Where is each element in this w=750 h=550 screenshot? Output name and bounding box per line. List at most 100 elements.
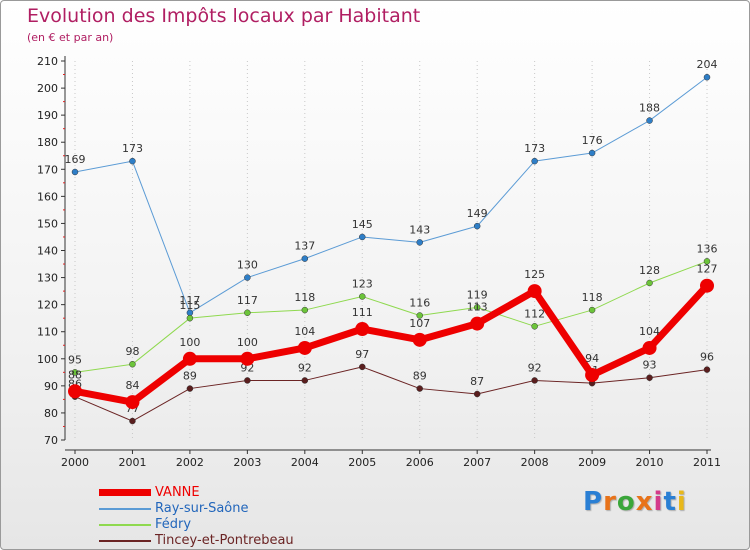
- data-label: 92: [528, 361, 542, 374]
- y-tick-label: 90: [44, 380, 58, 393]
- data-point: [527, 284, 542, 299]
- data-label: 115: [179, 299, 200, 312]
- data-label: 117: [237, 294, 258, 307]
- data-point: [416, 239, 423, 246]
- data-label: 130: [237, 259, 258, 272]
- x-tick-label: 2006: [406, 456, 434, 469]
- y-tick-label: 110: [37, 326, 58, 339]
- data-label: 113: [467, 301, 488, 314]
- data-point: [588, 149, 596, 157]
- data-label: 176: [582, 134, 603, 147]
- x-tick-label: 2009: [578, 456, 606, 469]
- x-tick-label: 2007: [463, 456, 491, 469]
- data-point: [68, 384, 82, 399]
- data-label: 204: [697, 58, 718, 71]
- data-point: [182, 351, 197, 366]
- legend-swatch: [99, 540, 151, 542]
- data-point: [301, 255, 309, 262]
- data-label: 111: [352, 306, 373, 319]
- data-point: [531, 323, 538, 330]
- data-point: [71, 369, 79, 376]
- data-point: [297, 340, 312, 355]
- x-tick-label: 2001: [118, 456, 146, 469]
- logo-letter: P: [583, 487, 604, 517]
- x-tick-label: 2002: [176, 456, 204, 469]
- data-label: 173: [524, 142, 545, 155]
- data-point: [588, 306, 596, 314]
- series-line: [74, 260, 708, 373]
- data-point: [240, 351, 255, 366]
- data-label: 92: [298, 361, 312, 374]
- data-label: 119: [467, 288, 488, 301]
- data-point: [359, 293, 366, 300]
- data-label: 127: [697, 263, 718, 276]
- y-tick-label: 160: [37, 190, 58, 203]
- data-point: [301, 377, 309, 384]
- chart-title: Evolution des Impôts locaux par Habitant: [27, 5, 421, 27]
- data-label: 104: [639, 325, 660, 338]
- data-label: 112: [524, 307, 545, 320]
- data-point: [703, 366, 711, 373]
- logo-letter: t: [663, 487, 677, 517]
- logo-letter: i: [653, 487, 664, 517]
- data-label: 89: [183, 370, 197, 383]
- x-tick-label: 2004: [291, 456, 319, 469]
- data-point: [531, 157, 538, 165]
- data-point: [416, 385, 423, 392]
- y-tick-label: 130: [37, 272, 58, 285]
- chart-subtitle: (en € et par an): [27, 31, 114, 44]
- legend-swatch: [99, 489, 151, 496]
- x-tick-label: 2003: [233, 456, 261, 469]
- data-label: 96: [700, 351, 714, 364]
- data-label: 137: [294, 240, 315, 253]
- series-line: [74, 366, 708, 422]
- x-tick-label: 2011: [693, 456, 721, 469]
- data-point: [531, 377, 538, 384]
- logo-letter: i: [676, 487, 687, 517]
- data-point: [186, 385, 194, 392]
- data-point: [71, 168, 79, 176]
- data-label: 95: [68, 353, 82, 366]
- data-point: [646, 374, 653, 381]
- data-point: [359, 363, 366, 371]
- data-label: 97: [355, 348, 369, 361]
- data-point: [412, 332, 427, 347]
- legend-label: Ray-sur-Saône: [155, 501, 249, 516]
- data-label: 93: [643, 359, 657, 372]
- x-tick-label: 2010: [636, 456, 664, 469]
- y-tick-label: 140: [37, 245, 58, 258]
- data-point: [129, 360, 136, 368]
- data-label: 117: [179, 294, 200, 307]
- y-tick-label: 190: [37, 109, 58, 122]
- y-tick-label: 200: [37, 82, 58, 95]
- data-label: 84: [125, 379, 139, 392]
- y-tick-label: 150: [37, 217, 58, 230]
- data-point: [470, 316, 485, 331]
- data-point: [700, 278, 714, 293]
- data-point: [642, 340, 657, 355]
- y-tick-label: 180: [37, 136, 58, 149]
- series-line: [74, 283, 710, 406]
- data-point: [473, 304, 481, 311]
- logo-letter: r: [603, 487, 617, 517]
- data-label: 173: [122, 142, 143, 155]
- data-label: 100: [237, 336, 258, 349]
- data-point: [359, 233, 366, 241]
- data-label: 107: [409, 317, 430, 330]
- data-point: [301, 306, 309, 314]
- legend-label: Tincey-et-Pontrebeau: [155, 533, 294, 548]
- data-label: 169: [65, 153, 86, 166]
- data-point: [585, 368, 600, 383]
- data-point: [646, 117, 653, 124]
- x-tick-label: 2005: [348, 456, 376, 469]
- data-point: [244, 274, 251, 281]
- data-label: 98: [125, 345, 139, 358]
- data-label: 118: [582, 291, 603, 304]
- data-label: 125: [524, 268, 545, 281]
- legend-swatch: [99, 524, 151, 526]
- data-label: 188: [639, 102, 660, 115]
- y-tick-label: 210: [37, 55, 58, 68]
- data-point: [125, 395, 140, 410]
- data-point: [129, 157, 136, 165]
- data-point: [703, 258, 711, 265]
